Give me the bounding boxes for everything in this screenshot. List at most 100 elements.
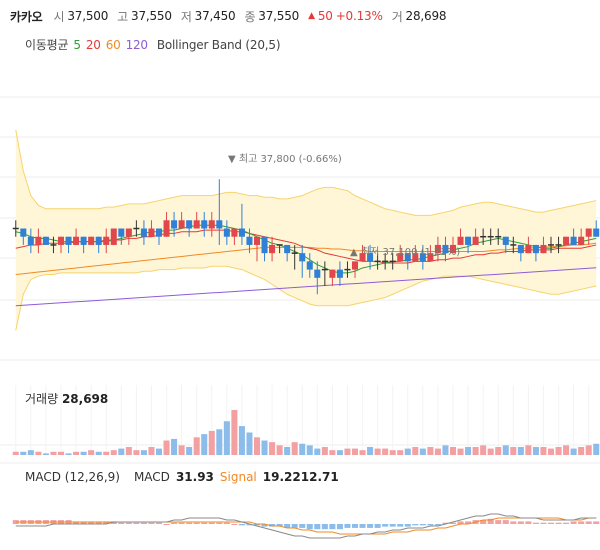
volume-bar — [178, 445, 185, 455]
candle-body — [148, 228, 155, 237]
macd-histogram-bar — [457, 521, 464, 524]
volume-bar — [246, 432, 253, 455]
candle-body — [299, 253, 306, 262]
macd-histogram-bar — [163, 524, 170, 525]
volume-bar — [570, 448, 577, 455]
macd-histogram-bar — [208, 522, 215, 524]
volume-bar — [412, 446, 419, 455]
ma5-legend[interactable]: 5 — [73, 37, 81, 52]
bollinger-band — [15, 129, 597, 331]
volume-bar — [578, 446, 585, 455]
ma120-line — [15, 267, 597, 307]
volume-bar — [50, 451, 57, 455]
macd-histogram-bar — [306, 524, 313, 530]
candle-body — [110, 228, 117, 245]
volume-value: 28,698 — [405, 9, 447, 23]
candle-body — [585, 228, 592, 237]
candle-body — [246, 236, 253, 245]
volume-bar — [563, 445, 570, 455]
volume-panel-value: 28,698 — [61, 392, 109, 406]
macd-histogram-bar — [216, 522, 223, 524]
volume-bar — [442, 445, 449, 455]
volume-bar — [344, 448, 351, 455]
candle-body — [434, 244, 441, 254]
candle-body — [329, 269, 336, 278]
macd-histogram-bar — [525, 521, 532, 524]
candle-body — [449, 244, 457, 254]
candle-body — [216, 220, 223, 229]
volume-bar — [306, 445, 313, 455]
volume-panel-title: 거래량 — [25, 392, 59, 406]
macd-histogram-bar — [510, 521, 517, 524]
volume-bar — [547, 448, 555, 455]
macd-histogram-bar — [110, 521, 117, 524]
volume-bar — [261, 440, 268, 455]
ma20-legend[interactable]: 20 — [85, 37, 101, 52]
candle-body — [35, 236, 42, 245]
candle-body — [427, 253, 434, 262]
volume-bar — [27, 450, 34, 455]
volume-bar — [269, 442, 276, 455]
macd-histogram-bar — [246, 524, 253, 526]
volume-bar — [495, 446, 502, 455]
candle-body — [201, 220, 208, 229]
candle-body — [367, 253, 374, 262]
volume-bar — [472, 446, 479, 455]
ma60-legend[interactable]: 60 — [105, 37, 121, 52]
macd-histogram-bar — [193, 522, 200, 524]
candle-body — [570, 236, 577, 245]
macd-title: MACD (12,26,9) — [25, 470, 120, 484]
macd-histogram-bar — [517, 521, 524, 524]
macd-histogram-bar — [118, 522, 125, 524]
candle-body — [163, 220, 170, 237]
macd-histogram-bar — [449, 522, 457, 524]
ma-label[interactable]: 이동평균 — [25, 38, 69, 52]
macd-line — [15, 513, 597, 539]
signal-value: 19.2212.71 — [262, 470, 339, 484]
volume-bar — [397, 450, 404, 455]
macd-histogram-bar — [269, 524, 276, 527]
candle-body — [442, 244, 449, 254]
candle-body — [306, 261, 313, 270]
bollinger-lower — [15, 265, 597, 331]
volume-bar — [201, 434, 208, 455]
volume-bar — [336, 450, 343, 455]
volume-bar — [555, 446, 562, 455]
macd-histogram-bar — [367, 524, 374, 528]
macd-histogram-bar — [140, 522, 147, 524]
ma120-legend[interactable]: 120 — [125, 37, 149, 52]
volume-bar — [88, 450, 95, 455]
macd-histogram-bar — [125, 522, 132, 524]
volume-bar — [389, 450, 396, 455]
volume-bar — [532, 446, 539, 455]
candle-body — [178, 220, 185, 229]
macd-histogram-bar — [351, 524, 359, 528]
volume-bar — [73, 451, 80, 455]
macd-histogram-bar — [532, 522, 539, 524]
macd-histogram-bar — [427, 524, 434, 526]
macd-histogram-bar — [593, 521, 600, 524]
bollinger-fill — [15, 129, 597, 331]
macd-histogram-bar — [299, 524, 306, 528]
high-label: 고 — [117, 9, 129, 24]
macd-histogram-bar — [442, 522, 449, 524]
macd-value: 31.93 — [175, 470, 214, 484]
volume-bar — [427, 446, 434, 455]
macd-histogram-bar — [291, 524, 298, 528]
volume-bar — [171, 438, 178, 455]
macd-histogram-bar — [201, 522, 208, 524]
volume-bar — [404, 448, 411, 455]
volume-bars — [12, 410, 600, 455]
volume-bar — [57, 451, 65, 455]
volume-bar — [291, 442, 298, 455]
macd-histogram-bar — [555, 522, 562, 524]
volume-bar — [103, 451, 110, 455]
macd-histogram-bar — [412, 524, 419, 526]
candlesticks — [12, 179, 600, 295]
volume-bar — [359, 450, 366, 455]
candle-body — [103, 236, 110, 245]
macd-histogram-bar — [336, 524, 343, 530]
bollinger-legend[interactable]: Bollinger Band (20,5) — [156, 37, 281, 52]
candle-body — [231, 228, 238, 237]
